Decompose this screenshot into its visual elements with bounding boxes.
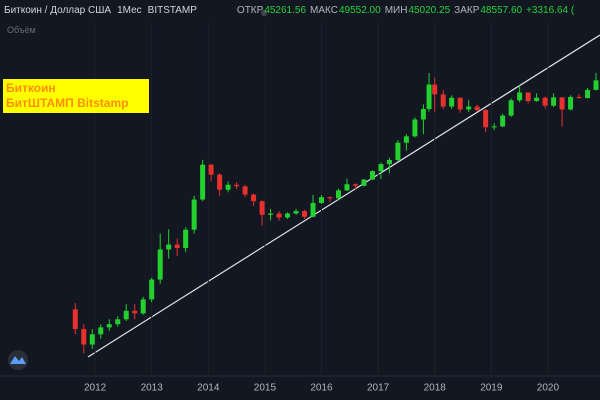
ohlc-value: 49552.00 [338, 5, 381, 16]
candle-body [268, 213, 274, 215]
annotation-box: Биткоин БитШТАМП Bitstamp [3, 79, 149, 113]
candle-body [568, 97, 574, 110]
x-tick-label: 2014 [197, 383, 220, 394]
candle-body [361, 179, 367, 186]
ohlc-value: 45261.56 [264, 5, 307, 16]
candle-body [183, 229, 189, 248]
candle-body [293, 211, 299, 214]
ohlc-label: МИН [384, 5, 408, 16]
candle-body [369, 171, 375, 180]
x-tick-label: 2016 [310, 383, 333, 394]
candle-body [208, 164, 214, 175]
candle-body [157, 249, 163, 280]
candle-body [551, 97, 557, 106]
candle-body [174, 244, 180, 248]
logo-icon [10, 356, 26, 364]
candle-body [593, 80, 599, 90]
candle-body [559, 97, 565, 110]
ohlc-value: 45020.25 [408, 5, 451, 16]
header: Биткоин / Доллар США 1Мес BITSTAMP ОТКР 4… [4, 5, 578, 16]
candle-body [89, 334, 95, 345]
interval[interactable]: 1Мес [117, 5, 142, 16]
candle-body [259, 201, 265, 215]
x-tick-label: 2013 [141, 383, 164, 394]
candle-body [335, 190, 341, 199]
candle-body [403, 136, 409, 143]
candle-body [525, 92, 531, 102]
candle-body [491, 126, 497, 128]
candle-body [200, 164, 206, 200]
candle-body [166, 244, 172, 250]
candle-body [449, 97, 455, 107]
candle-body [225, 184, 231, 190]
annotation: БитШТАМП Bitstamp [6, 96, 129, 110]
candle-body [98, 327, 104, 335]
ohlc-label: ОТКР [236, 5, 264, 16]
candle-body [378, 164, 384, 172]
candle-body [234, 184, 240, 187]
candle-body [466, 106, 472, 110]
symbol: Биткоин / Доллар США [4, 5, 112, 16]
candle-body [81, 329, 87, 345]
x-tick-label: 2018 [424, 383, 447, 394]
candle-body [242, 186, 248, 195]
candle-body [72, 309, 78, 330]
candle-body [534, 97, 540, 102]
candle-body [191, 199, 197, 230]
x-tick-label: 2017 [367, 383, 390, 394]
candle-body [149, 279, 155, 300]
candle-body [302, 211, 308, 217]
candle-body [285, 213, 291, 218]
candle-body [500, 115, 506, 127]
candle-body [386, 160, 392, 165]
candle-body [483, 110, 489, 128]
status-dot [261, 10, 267, 16]
candle-body [276, 213, 282, 218]
candle-body [508, 100, 514, 116]
candle-body [432, 84, 438, 95]
candle-body [352, 184, 358, 186]
ohlc-value: 48557.60 [480, 5, 523, 16]
candle-body [123, 310, 129, 320]
x-tick-label: 2019 [480, 383, 503, 394]
candle-body [327, 197, 333, 199]
candle-body [420, 108, 426, 120]
change: +3316.64 ( [526, 5, 575, 16]
candle-body [217, 174, 223, 190]
candle-body [251, 194, 257, 202]
candle-body [344, 184, 350, 191]
candle-body [426, 84, 432, 109]
candle-body [542, 97, 548, 106]
candle-body [132, 310, 138, 314]
candle-body [106, 324, 112, 328]
candle-body [412, 119, 418, 137]
candle-body [319, 197, 325, 203]
candle-body [517, 92, 523, 101]
x-tick-label: 2012 [84, 383, 107, 394]
candle-body [310, 202, 316, 217]
ohlc-label: ЗАКР [454, 5, 480, 16]
trend-line [87, 34, 600, 358]
candle-body [474, 106, 480, 111]
x-tick-label: 2020 [537, 383, 560, 394]
x-tick-label: 2015 [254, 383, 277, 394]
annotation: Биткоин [6, 81, 56, 95]
exchange: BITSTAMP [147, 5, 197, 16]
candle-body [585, 89, 591, 99]
candle-body [440, 94, 446, 107]
candle-body [115, 319, 121, 325]
candle-body [140, 299, 146, 314]
candle-body [457, 97, 463, 110]
candle-body [395, 142, 401, 161]
candle-body [576, 97, 582, 99]
ohlc-label: МАКС [310, 5, 338, 16]
volume-label[interactable]: Объём [7, 25, 36, 35]
